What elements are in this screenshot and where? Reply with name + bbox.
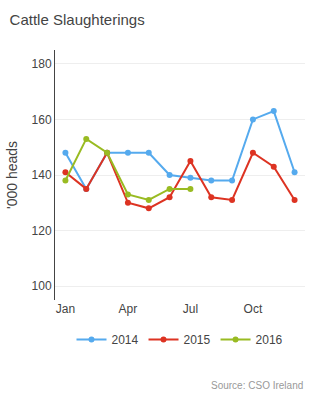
svg-text:2015: 2015 [184, 333, 211, 347]
svg-text:Source: CSO Ireland: Source: CSO Ireland [211, 380, 303, 391]
svg-text:160: 160 [32, 113, 52, 127]
svg-text:2016: 2016 [256, 333, 283, 347]
svg-text:100: 100 [32, 279, 52, 293]
svg-text:Cattle Slaughterings: Cattle Slaughterings [10, 11, 145, 28]
svg-text:180: 180 [32, 57, 52, 71]
svg-text:Oct: Oct [244, 302, 263, 316]
svg-text:'000 heads: '000 heads [4, 141, 20, 209]
svg-text:120: 120 [32, 224, 52, 238]
svg-text:Jul: Jul [183, 302, 198, 316]
svg-text:2014: 2014 [112, 333, 139, 347]
svg-text:Apr: Apr [119, 302, 138, 316]
svg-text:Jan: Jan [56, 302, 75, 316]
svg-text:140: 140 [32, 168, 52, 182]
